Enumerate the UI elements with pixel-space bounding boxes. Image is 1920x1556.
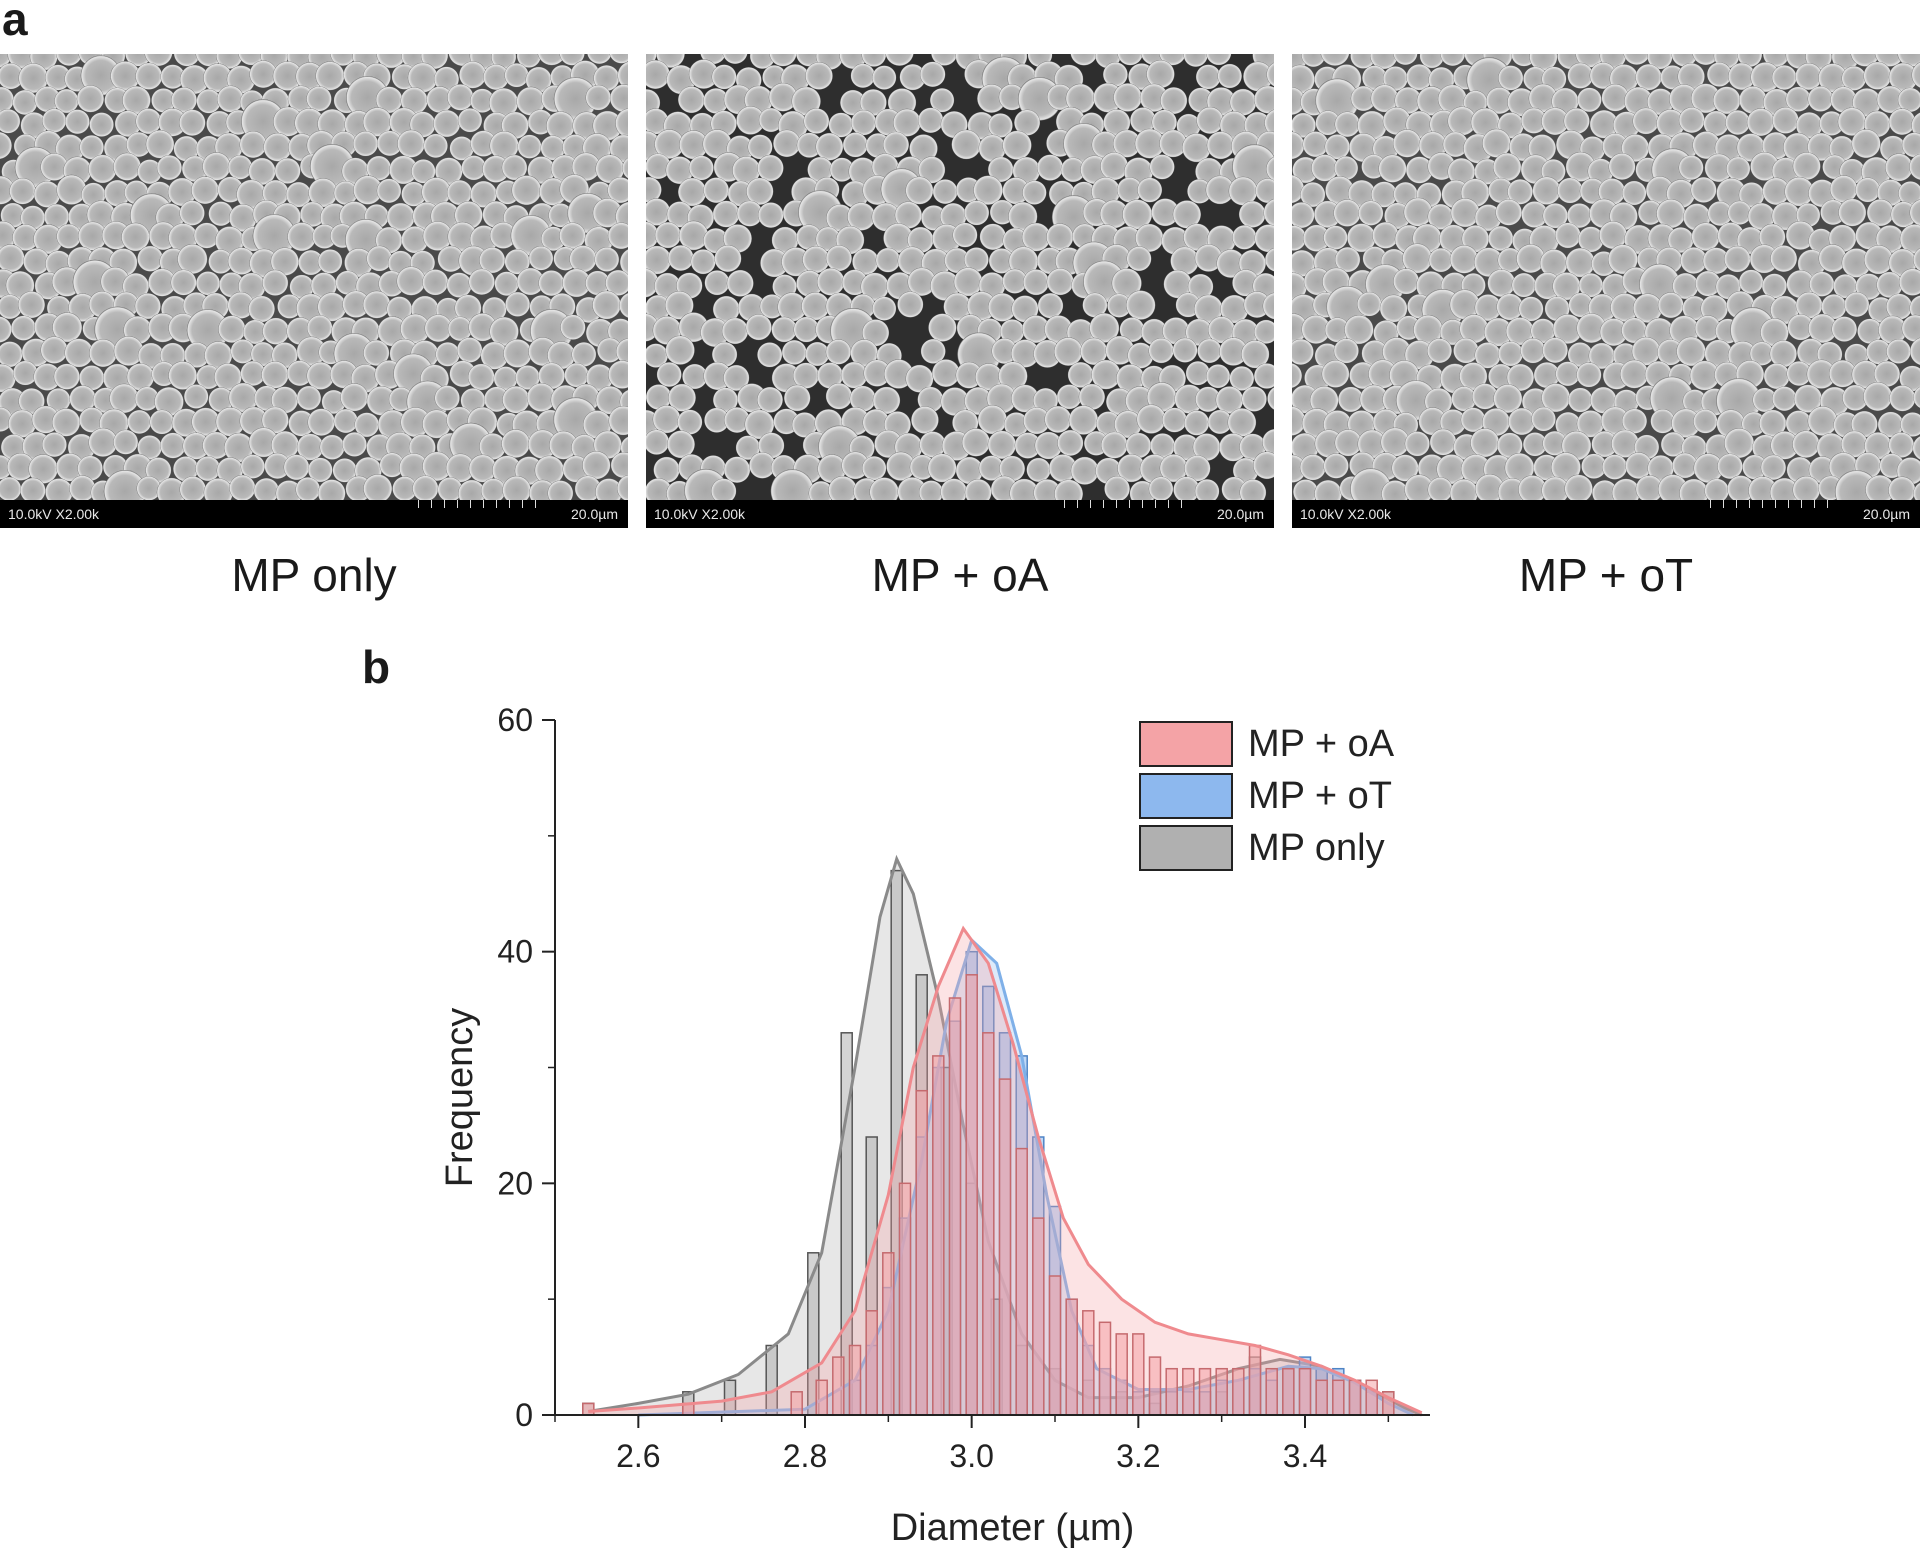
sem-scale-ticks [1064, 500, 1194, 508]
y-axis-label: Frequency [439, 1008, 481, 1188]
histogram-bar [948, 997, 962, 1416]
y-tick-label: 60 [497, 702, 533, 738]
sem-image-mp-oa: 10.0kV X2.00k 20.0µm [646, 54, 1274, 528]
histogram-bar [1165, 1367, 1178, 1416]
x-tick-label: 3.4 [1283, 1438, 1327, 1474]
legend-label: MP + oT [1248, 775, 1392, 817]
legend-label: MP + oA [1248, 723, 1395, 765]
sem-voltage-label: 10.0kV X2.00k [1300, 506, 1392, 522]
histogram-bar [982, 1032, 995, 1416]
x-axis-label: Diameter (µm) [891, 1507, 1135, 1549]
sem-caption-mp-only: MP only [231, 549, 397, 601]
histogram-bar [1232, 1367, 1245, 1416]
panel-b-letter: b [362, 641, 391, 693]
histogram-bar [1265, 1367, 1278, 1416]
histogram-bar [1132, 1333, 1145, 1416]
histogram-bar [1332, 1379, 1345, 1416]
sphere-field [646, 54, 1274, 500]
sem-micrograph [0, 54, 628, 500]
sem-scale-label: 20.0µm [1217, 506, 1264, 522]
histogram-bar [1198, 1367, 1212, 1416]
histogram-bar [1315, 1379, 1328, 1416]
y-tick-label: 20 [497, 1165, 533, 1201]
histogram-bar [815, 1379, 828, 1416]
sem-scale-label: 20.0µm [571, 506, 618, 522]
sem-caption-mp-oa: MP + oA [871, 549, 1049, 601]
legend-swatch [1139, 825, 1233, 871]
histogram-bar [1032, 1217, 1045, 1416]
legend-swatch [1139, 773, 1233, 819]
sphere-field [0, 54, 628, 500]
histogram-bar [1148, 1356, 1162, 1416]
histogram-bar [790, 1391, 803, 1416]
histogram-bar [998, 1078, 1012, 1416]
sem-voltage-label: 10.0kV X2.00k [654, 506, 746, 522]
sem-micrograph [646, 54, 1274, 500]
legend-label: MP only [1248, 827, 1385, 869]
histogram-bar [932, 1055, 945, 1416]
histogram-bar [965, 974, 978, 1416]
sem-scale-ticks [1710, 500, 1840, 508]
x-tick-label: 3.0 [949, 1438, 993, 1474]
histogram-bar [1098, 1321, 1112, 1416]
histogram-bar [898, 1182, 912, 1416]
histogram-bar [1048, 1275, 1062, 1416]
histogram-bar [1015, 1147, 1028, 1416]
sem-image-mp-ot: 10.0kV X2.00k 20.0µm [1292, 54, 1920, 528]
histogram-bar [1082, 1310, 1095, 1416]
y-tick-label: 40 [497, 934, 533, 970]
panel-a-letter: a [2, 0, 28, 45]
sem-scale-ticks [418, 500, 548, 508]
histogram-bar [1215, 1367, 1228, 1416]
histogram-bar [915, 1089, 928, 1416]
fit-curve-0 [588, 925, 1423, 1415]
y-tick-label: 0 [515, 1397, 533, 1433]
sem-info-bar: 10.0kV X2.00k 20.0µm [0, 500, 628, 528]
sem-info-bar: 10.0kV X2.00k 20.0µm [646, 500, 1274, 528]
histogram-bar [1182, 1367, 1195, 1416]
x-tick-label: 2.8 [783, 1438, 827, 1474]
histogram-bar [1298, 1367, 1312, 1416]
histogram-bar [865, 1310, 878, 1416]
sem-caption-mp-ot: MP + oT [1518, 549, 1694, 601]
histogram-bar [582, 1402, 595, 1416]
sem-info-bar: 10.0kV X2.00k 20.0µm [1292, 500, 1920, 528]
histogram-bar [1282, 1367, 1295, 1416]
histogram-bar [848, 1344, 862, 1416]
sem-voltage-label: 10.0kV X2.00k [8, 506, 100, 522]
histogram-bar [1348, 1379, 1362, 1416]
legend-swatch [1139, 721, 1233, 767]
sem-scale-label: 20.0µm [1863, 506, 1910, 522]
histogram-bar [1248, 1344, 1262, 1416]
sphere-field [1292, 54, 1920, 500]
histogram-bar [882, 1252, 895, 1416]
sem-image-mp-only: 10.0kV X2.00k 20.0µm [0, 54, 628, 528]
x-tick-label: 3.2 [1116, 1438, 1160, 1474]
histogram-bar [832, 1356, 845, 1416]
x-tick-label: 2.6 [616, 1438, 660, 1474]
histogram-bar [1115, 1333, 1128, 1416]
sem-micrograph [1292, 54, 1920, 500]
histogram-bar [1065, 1298, 1078, 1416]
